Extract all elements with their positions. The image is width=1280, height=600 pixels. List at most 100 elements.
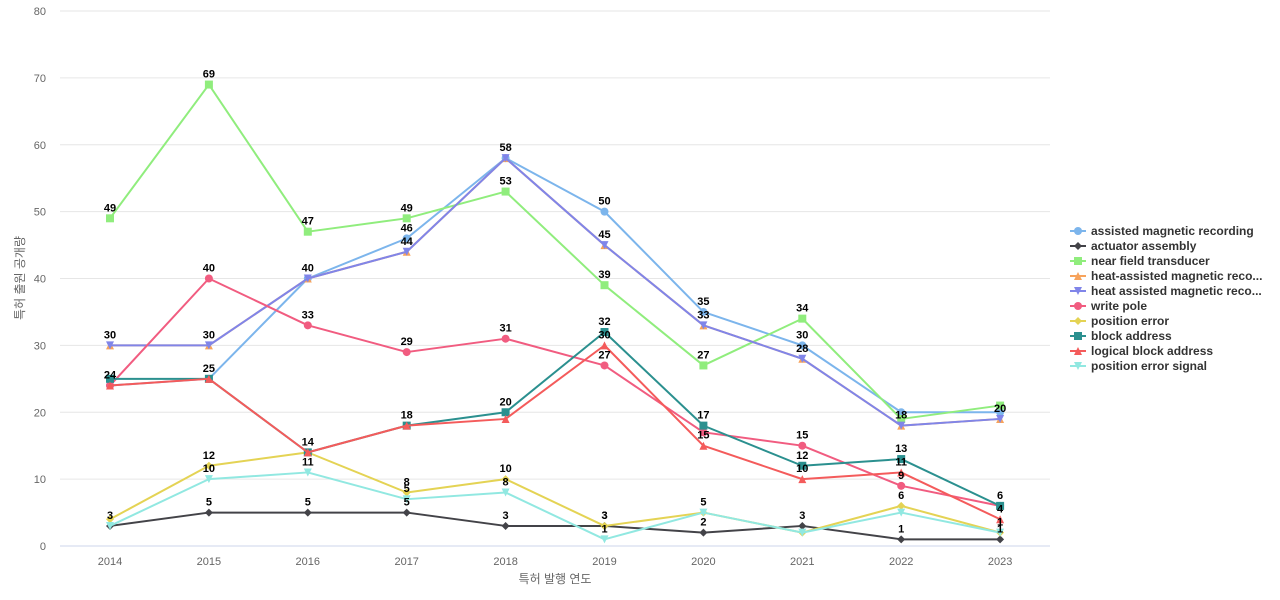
data-label: 8: [503, 477, 509, 489]
legend-item[interactable]: position error: [1070, 314, 1169, 328]
data-point: [798, 354, 807, 363]
data-point: [204, 374, 213, 383]
data-point: [501, 414, 510, 423]
data-point: [798, 475, 807, 484]
data-label: 10: [203, 463, 215, 475]
y-axis: 0 10 20 30 40 50 60 70 80: [34, 6, 46, 553]
data-point: [600, 521, 609, 530]
data-point: [303, 321, 312, 330]
x-tick-label: 2016: [296, 556, 320, 568]
data-label: 30: [104, 329, 116, 341]
data-point: [501, 154, 510, 163]
legend-marker: [1074, 362, 1082, 370]
data-label: 53: [499, 176, 511, 188]
data-point: [402, 234, 411, 243]
data-label: 28: [796, 343, 808, 355]
data-point: [699, 428, 708, 437]
data-label: 35: [697, 296, 709, 308]
series-line: [109, 83, 1001, 420]
data-label: 49: [401, 202, 413, 214]
legend-item[interactable]: block address: [1070, 329, 1172, 343]
data-label: 11: [302, 456, 314, 468]
data-label: 49: [104, 202, 116, 214]
data-point: [996, 408, 1005, 417]
data-label: 1: [898, 523, 904, 535]
legend-item[interactable]: logical block address: [1070, 344, 1213, 358]
legend-label: write pole: [1090, 299, 1147, 313]
data-label: 18: [895, 410, 907, 422]
series-position-error-signal: [106, 468, 1005, 544]
data-point: [106, 381, 114, 390]
data-point: [897, 455, 906, 464]
data-label: 5: [305, 497, 311, 509]
data-point: [204, 508, 213, 517]
data-label: 1: [997, 523, 1003, 535]
data-point: [600, 341, 609, 350]
y-tick-label: 0: [40, 541, 46, 553]
data-label: 25: [203, 363, 215, 375]
data-point: [996, 515, 1005, 524]
grid: [60, 10, 1050, 547]
data-point: [600, 281, 609, 290]
series-line: [109, 511, 1001, 541]
data-label: 40: [203, 263, 215, 275]
data-label: 3: [601, 510, 607, 522]
legend-marker: [1074, 287, 1082, 295]
legend-item[interactable]: actuator assembly: [1070, 239, 1197, 253]
data-point: [699, 361, 708, 370]
data-label: 12: [203, 450, 215, 462]
y-tick-label: 70: [34, 73, 46, 85]
legend-label: block address: [1091, 329, 1172, 343]
legend-label: position error signal: [1091, 359, 1207, 373]
data-label: 33: [697, 309, 709, 321]
data-label: 46: [401, 222, 413, 234]
x-tick-label: 2022: [889, 556, 913, 568]
data-point: [798, 528, 807, 537]
legend-item[interactable]: heat assisted magnetic reco...: [1070, 284, 1262, 298]
data-point: [699, 307, 708, 316]
data-point: [106, 341, 114, 350]
legend-item[interactable]: near field transducer: [1070, 254, 1210, 268]
legend-marker: [1074, 347, 1082, 355]
series-line: [110, 157, 1001, 427]
data-point: [798, 441, 807, 450]
legend-marker: [1074, 317, 1082, 325]
series-line: [109, 277, 1001, 507]
x-tick-label: 2019: [592, 556, 616, 568]
data-label: 13: [895, 443, 907, 455]
series-line: [109, 157, 1001, 414]
legend-marker: [1074, 302, 1082, 310]
data-label: 6: [997, 490, 1003, 502]
legend-item[interactable]: heat-assisted magnetic reco...: [1070, 269, 1262, 283]
data-label: 27: [598, 349, 610, 361]
data-label: 14: [302, 436, 315, 448]
data-point: [996, 535, 1005, 544]
legend-item[interactable]: assisted magnetic recording: [1070, 224, 1254, 238]
data-point: [699, 321, 708, 330]
legend-marker: [1074, 242, 1082, 250]
data-point: [303, 508, 312, 517]
data-label: 30: [598, 329, 610, 341]
data-label: 1: [601, 523, 607, 535]
legend-item[interactable]: position error signal: [1070, 359, 1207, 373]
data-point: [600, 361, 609, 370]
data-point: [402, 495, 411, 504]
data-point: [204, 274, 213, 283]
data-label: 1: [997, 517, 1003, 529]
data-point: [303, 227, 312, 236]
data-point: [303, 274, 312, 283]
data-point: [897, 481, 906, 490]
y-tick-label: 40: [34, 274, 46, 286]
data-point: [600, 241, 609, 250]
data-point: [106, 214, 114, 223]
data-point: [501, 334, 510, 343]
legend-item[interactable]: write pole: [1070, 299, 1147, 313]
data-point: [798, 461, 807, 470]
data-point: [996, 501, 1005, 510]
data-label: 3: [799, 510, 805, 522]
data-label: 69: [203, 69, 215, 81]
y-tick-label: 80: [34, 6, 46, 18]
x-tick-label: 2014: [98, 556, 122, 568]
x-tick-label: 2023: [988, 556, 1012, 568]
